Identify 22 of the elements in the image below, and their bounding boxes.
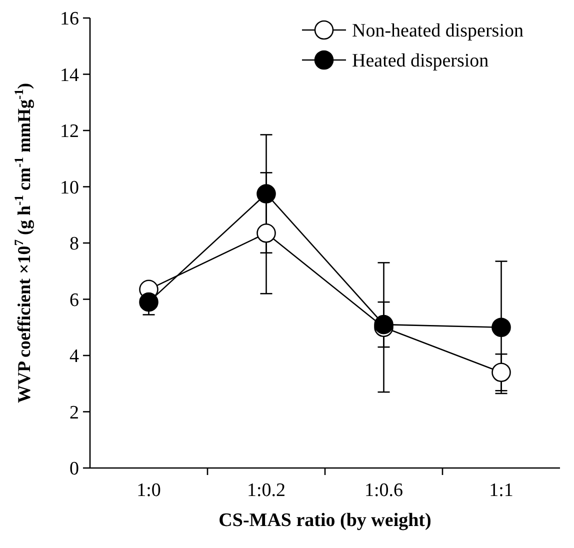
- y-tick-label: 2: [70, 402, 79, 424]
- y-tick-label: 8: [70, 234, 79, 255]
- point: [492, 362, 511, 382]
- legend-label: Heated dispersion: [352, 50, 490, 72]
- point: [256, 184, 276, 204]
- y-tick-label: 12: [60, 121, 79, 142]
- y-tick-label: 16: [60, 8, 79, 30]
- x-tick-label: 1:0.6: [364, 480, 404, 501]
- legend-label: Non-heated dispersion: [352, 20, 524, 42]
- y-tick-label: 10: [60, 177, 79, 198]
- y-tick-label: 4: [70, 346, 80, 368]
- y-tick-label: 14: [60, 64, 80, 86]
- x-tick-label: 1:1: [489, 480, 514, 501]
- point: [139, 292, 158, 312]
- y-tick-label: 0: [70, 458, 79, 480]
- point: [492, 318, 511, 338]
- x-axis-title: CS-MAS ratio (by weight): [218, 510, 432, 531]
- x-tick-label: 1:0: [136, 480, 161, 501]
- y-tick-label: 6: [70, 290, 79, 311]
- x-tick-label: 1:0.2: [246, 480, 286, 501]
- point: [374, 314, 394, 334]
- point: [256, 224, 276, 243]
